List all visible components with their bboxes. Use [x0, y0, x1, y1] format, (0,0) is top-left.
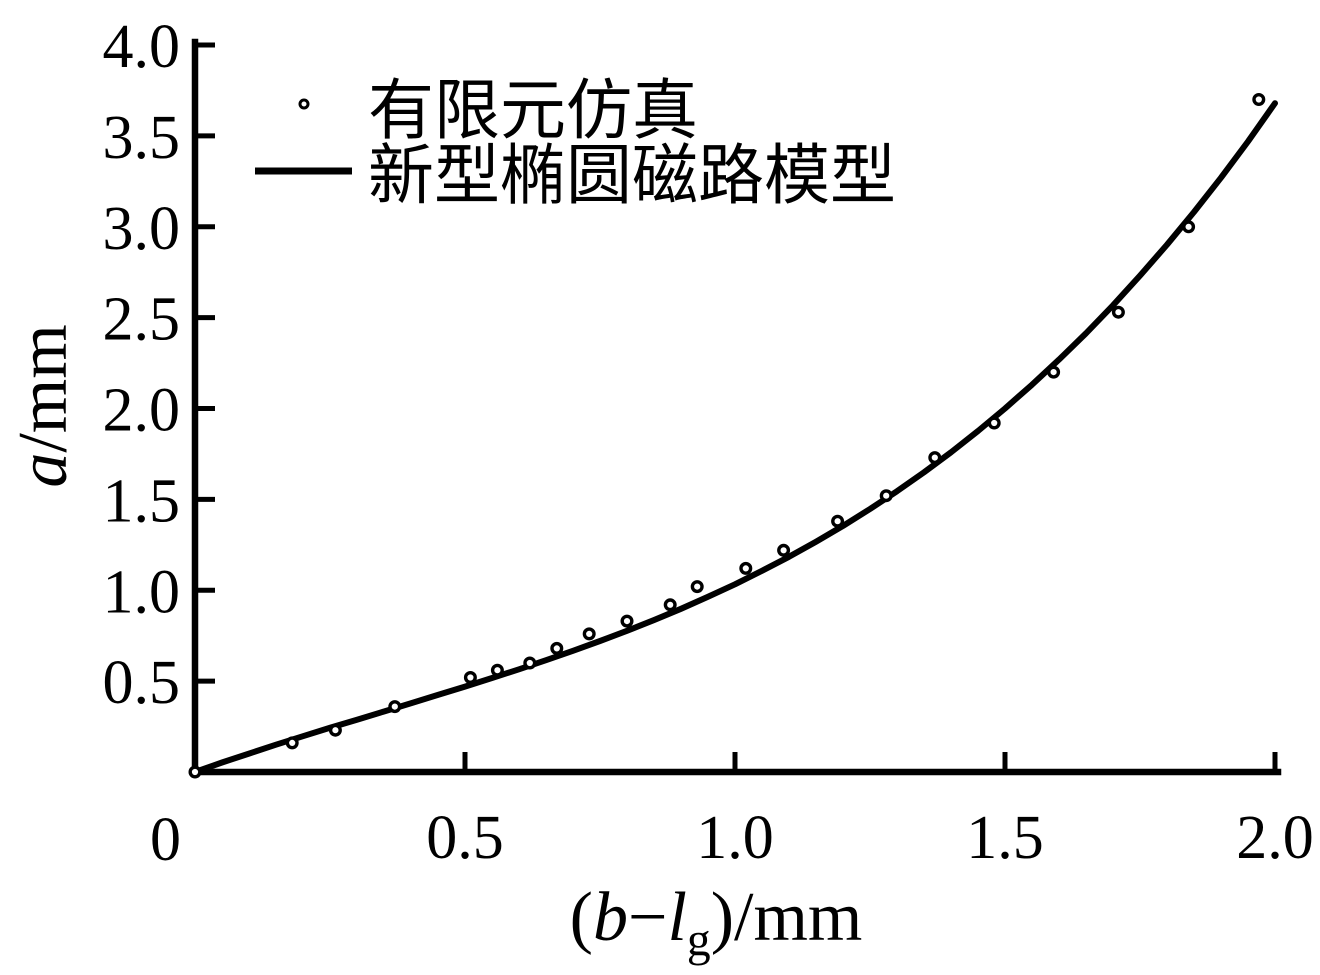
data-point	[490, 663, 504, 677]
data-point	[663, 598, 677, 612]
legend-label-simulation: 有限元仿真	[368, 75, 698, 148]
data-point	[987, 416, 1001, 430]
data-point	[1111, 305, 1125, 319]
data-point	[523, 656, 537, 670]
data-point	[777, 543, 791, 557]
x-ticks	[462, 752, 1278, 772]
y-tick-label: 2.5	[103, 286, 181, 354]
data-point	[582, 627, 596, 641]
x-tick-label: 1.0	[696, 804, 774, 872]
x-tick-label: 1.5	[966, 804, 1044, 872]
y-ticks	[195, 42, 215, 684]
data-point	[550, 641, 564, 655]
data-point	[1252, 92, 1266, 106]
data-point	[879, 489, 893, 503]
data-point	[739, 561, 753, 575]
data-point	[463, 671, 477, 685]
data-point	[388, 700, 402, 714]
model-curve-line	[192, 100, 1278, 775]
data-point	[188, 765, 202, 779]
y-axis-title: a/mm	[5, 324, 82, 487]
data-point	[1047, 365, 1061, 379]
data-point	[1182, 220, 1196, 234]
legend-label-model: 新型椭圆磁路模型	[368, 140, 896, 213]
tick-labels: 0.5 1.0 1.5 2.0 0.5 1.0 1.5 2.0 2.5 3.0 3.5 4.0 0	[103, 13, 1314, 874]
y-tick-label: 3.5	[103, 104, 181, 172]
data-point	[928, 451, 942, 465]
data-point	[328, 723, 342, 737]
data-point	[620, 614, 634, 628]
data-point	[690, 580, 704, 594]
y-tick-label: 2.0	[103, 377, 181, 445]
y-tick-label: 1.5	[103, 467, 181, 535]
legend-marker-circle	[298, 98, 310, 110]
data-point	[831, 514, 845, 528]
y-tick-label: 4.0	[103, 13, 181, 81]
origin-tick-label: 0	[150, 806, 181, 874]
data-point	[285, 736, 299, 750]
y-tick-label: 1.0	[103, 558, 181, 626]
x-tick-label: 0.5	[426, 804, 504, 872]
y-tick-label: 0.5	[103, 649, 181, 717]
y-tick-label: 3.0	[103, 195, 181, 263]
scatter-series	[188, 92, 1266, 779]
x-axis-title: (b−lg)/mm	[570, 879, 863, 966]
x-tick-label: 2.0	[1236, 804, 1314, 872]
